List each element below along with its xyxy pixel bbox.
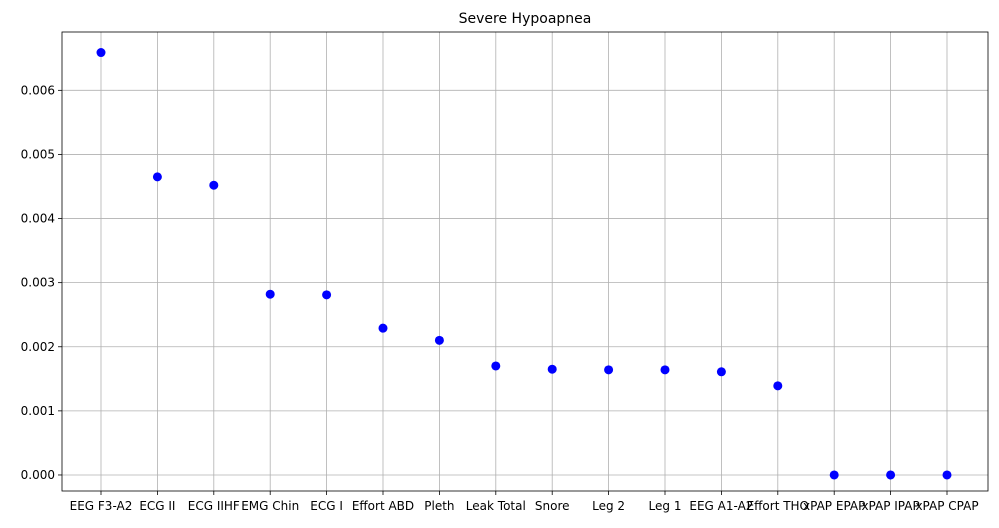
y-tick-label: 0.000 <box>21 468 55 482</box>
x-tick-label: Snore <box>535 499 570 513</box>
data-point <box>942 470 952 480</box>
x-tick-label: Pleth <box>424 499 454 513</box>
data-point <box>604 365 614 375</box>
data-point <box>773 381 783 391</box>
y-tick-label: 0.002 <box>21 340 55 354</box>
x-tick-label: Effort THO <box>747 499 809 513</box>
x-tick-label: ECG IIHF <box>188 499 240 513</box>
data-point <box>829 470 839 480</box>
data-point <box>209 180 219 190</box>
x-tick-label: EMG Chin <box>241 499 299 513</box>
y-tick-label: 0.005 <box>21 147 55 161</box>
y-tick-label: 0.004 <box>21 212 55 226</box>
data-point <box>660 365 670 375</box>
x-tick-label: Leg 1 <box>649 499 682 513</box>
x-tick-label: Effort ABD <box>352 499 414 513</box>
x-tick-label: ECG I <box>310 499 343 513</box>
x-tick-label: xPAP EPAP <box>803 499 865 513</box>
y-tick-label: 0.001 <box>21 404 55 418</box>
data-point <box>322 290 332 300</box>
x-tick-label: EEG F3-A2 <box>70 499 133 513</box>
y-tick-label: 0.006 <box>21 83 55 97</box>
data-point <box>716 367 726 377</box>
data-point <box>96 48 106 58</box>
data-point <box>886 470 896 480</box>
x-tick-label: xPAP CPAP <box>915 499 978 513</box>
data-point <box>491 361 501 371</box>
grid-lines <box>62 32 988 491</box>
data-point <box>152 172 162 182</box>
x-tick-label: Leg 2 <box>592 499 625 513</box>
x-tick-label: xPAP IPAP <box>861 499 919 513</box>
plot-frame <box>61 31 989 492</box>
data-points <box>96 48 952 480</box>
data-point <box>378 323 388 333</box>
chart-title: Severe Hypoapnea <box>459 11 592 27</box>
x-tick-label: Leak Total <box>466 499 526 513</box>
x-axis-ticks: EEG F3-A2 ECG II ECG IIHF EMG Chin ECG I Effo… <box>70 491 979 513</box>
data-point <box>434 335 444 345</box>
axes-frame <box>61 31 989 492</box>
y-tick-label: 0.003 <box>21 276 55 290</box>
data-point <box>265 289 275 299</box>
y-axis-ticks: 0.000 0.001 0.002 0.003 0.004 0.005 0.006 <box>21 83 62 482</box>
x-tick-label: EEG A1-A2 <box>689 499 753 513</box>
x-tick-label: ECG II <box>139 499 175 513</box>
data-point <box>547 364 557 374</box>
